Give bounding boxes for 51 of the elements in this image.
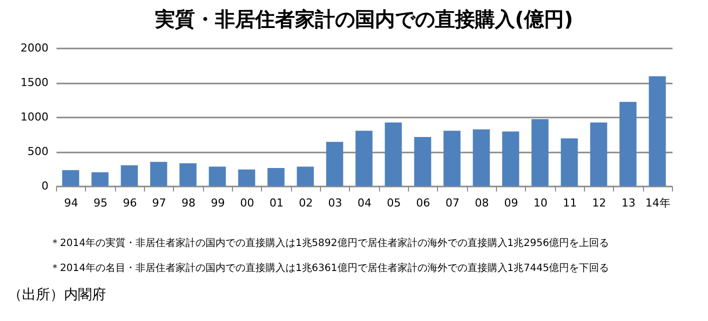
x-tick-label: 11 bbox=[562, 196, 577, 210]
bar bbox=[560, 138, 578, 186]
bar bbox=[238, 169, 256, 186]
bar bbox=[472, 129, 490, 186]
x-tick-label: 99 bbox=[210, 196, 225, 210]
x-tick-label: 98 bbox=[182, 196, 196, 210]
bar bbox=[356, 130, 372, 186]
chart-title: 実質・非居住者家計の国内での直接購入(億円) bbox=[154, 7, 574, 31]
bar bbox=[296, 166, 314, 186]
x-tick-label: 94 bbox=[64, 196, 78, 210]
x-tick-label: 05 bbox=[386, 196, 401, 210]
bar bbox=[208, 166, 226, 186]
bar bbox=[180, 163, 196, 186]
x-tick-label: 13 bbox=[622, 196, 636, 210]
bar bbox=[268, 168, 284, 186]
y-tick-label: 1500 bbox=[20, 76, 48, 89]
text: （出所）内閣府 bbox=[8, 286, 106, 304]
y-tick-label: 0 bbox=[42, 180, 48, 192]
x-tick-label: 12 bbox=[592, 196, 606, 210]
bar bbox=[120, 165, 138, 186]
bar bbox=[414, 137, 432, 186]
x-tick-label: 09 bbox=[504, 196, 518, 210]
text: ＊2014年の実質・非居住者家計の国内での直接購入は1兆5892億円で居住者家計の海外での直接購入1兆2956億円を上回る bbox=[50, 236, 610, 250]
x-tick-label: 10 bbox=[534, 196, 548, 210]
bar bbox=[620, 102, 636, 186]
bar bbox=[62, 170, 80, 186]
x-tick-label: 07 bbox=[446, 196, 460, 210]
bar bbox=[648, 76, 666, 186]
bar bbox=[444, 130, 460, 186]
bar bbox=[150, 162, 168, 186]
bar bbox=[384, 122, 402, 186]
x-tick-label: 96 bbox=[122, 196, 137, 210]
bar bbox=[590, 122, 608, 186]
y-tick-label: 500 bbox=[28, 145, 48, 158]
x-tick-label: 08 bbox=[474, 196, 489, 210]
y-tick-label: 1000 bbox=[20, 110, 48, 124]
x-tick-label: 02 bbox=[298, 196, 313, 210]
x-tick-label: 01 bbox=[270, 196, 284, 210]
x-tick-label: 95 bbox=[94, 196, 108, 210]
bar bbox=[532, 119, 548, 186]
x-tick-label: 03 bbox=[328, 196, 342, 210]
x-tick-label: 14年 bbox=[645, 196, 670, 210]
text: ＊2014年の名目・非居住者家計の国内での直接購入は1兆6361億円で居住者家計の海外での直接購入1兆7445億円を下回る bbox=[50, 262, 610, 275]
bar bbox=[92, 172, 108, 186]
x-tick-label: 04 bbox=[358, 196, 372, 210]
x-tick-label: 97 bbox=[152, 196, 166, 210]
x-tick-label: 00 bbox=[240, 196, 254, 210]
x-tick-label: 06 bbox=[416, 196, 430, 210]
y-tick-label: 2000 bbox=[20, 42, 48, 54]
bar bbox=[502, 131, 520, 186]
bar bbox=[326, 142, 344, 186]
